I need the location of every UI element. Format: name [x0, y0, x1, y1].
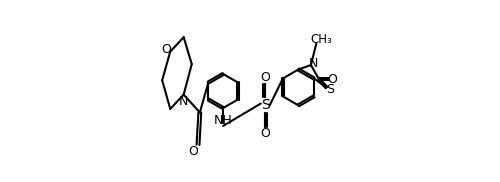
Text: O: O	[260, 71, 270, 84]
Text: O: O	[188, 145, 198, 159]
Text: O: O	[162, 43, 171, 56]
Text: NH: NH	[214, 114, 233, 127]
Text: O: O	[327, 73, 337, 86]
Text: O: O	[260, 127, 270, 140]
Text: S: S	[326, 83, 334, 96]
Text: N: N	[309, 57, 318, 70]
Text: N: N	[179, 95, 188, 108]
Text: CH₃: CH₃	[310, 33, 332, 46]
Text: S: S	[261, 98, 270, 112]
